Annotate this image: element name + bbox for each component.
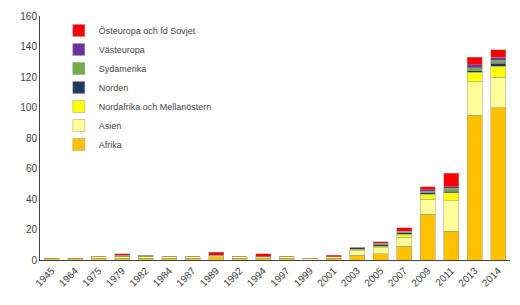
svg-text:1989: 1989 [198, 265, 222, 289]
svg-text:Östeuropa och fd Sovjet: Östeuropa och fd Sovjet [99, 26, 196, 36]
svg-text:2001: 2001 [315, 265, 339, 289]
svg-text:60: 60 [26, 163, 38, 174]
svg-text:1945: 1945 [33, 265, 57, 289]
svg-text:Västeuropa: Västeuropa [99, 45, 145, 55]
svg-text:100: 100 [20, 102, 37, 113]
svg-text:20: 20 [26, 224, 38, 235]
svg-text:1994: 1994 [245, 265, 269, 289]
svg-text:2003: 2003 [339, 265, 363, 289]
svg-text:2011: 2011 [433, 265, 456, 288]
svg-text:Asien: Asien [99, 121, 122, 131]
svg-text:2005: 2005 [362, 265, 386, 289]
svg-text:1979: 1979 [104, 265, 128, 289]
svg-text:Sydamerika: Sydamerika [99, 64, 147, 74]
svg-text:1992: 1992 [221, 265, 245, 289]
svg-text:0: 0 [31, 255, 37, 266]
svg-text:1964: 1964 [57, 265, 81, 289]
svg-text:140: 140 [20, 41, 37, 52]
svg-text:1987: 1987 [174, 265, 198, 289]
svg-text:1997: 1997 [268, 265, 292, 289]
svg-text:Afrika: Afrika [99, 140, 122, 150]
svg-text:40: 40 [26, 194, 38, 205]
svg-text:2009: 2009 [409, 265, 433, 289]
svg-text:80: 80 [26, 133, 38, 144]
svg-text:2014: 2014 [480, 265, 504, 289]
svg-text:1984: 1984 [151, 265, 175, 289]
svg-text:1975: 1975 [80, 265, 104, 289]
svg-text:1999: 1999 [292, 265, 316, 289]
svg-text:2007: 2007 [386, 265, 410, 289]
svg-text:Norden: Norden [99, 83, 129, 93]
svg-text:160: 160 [20, 11, 37, 22]
svg-text:Nordafrika och Mellanöstern: Nordafrika och Mellanöstern [99, 102, 212, 112]
svg-text:2013: 2013 [456, 265, 480, 289]
svg-text:120: 120 [20, 72, 37, 83]
svg-text:1982: 1982 [127, 265, 151, 289]
